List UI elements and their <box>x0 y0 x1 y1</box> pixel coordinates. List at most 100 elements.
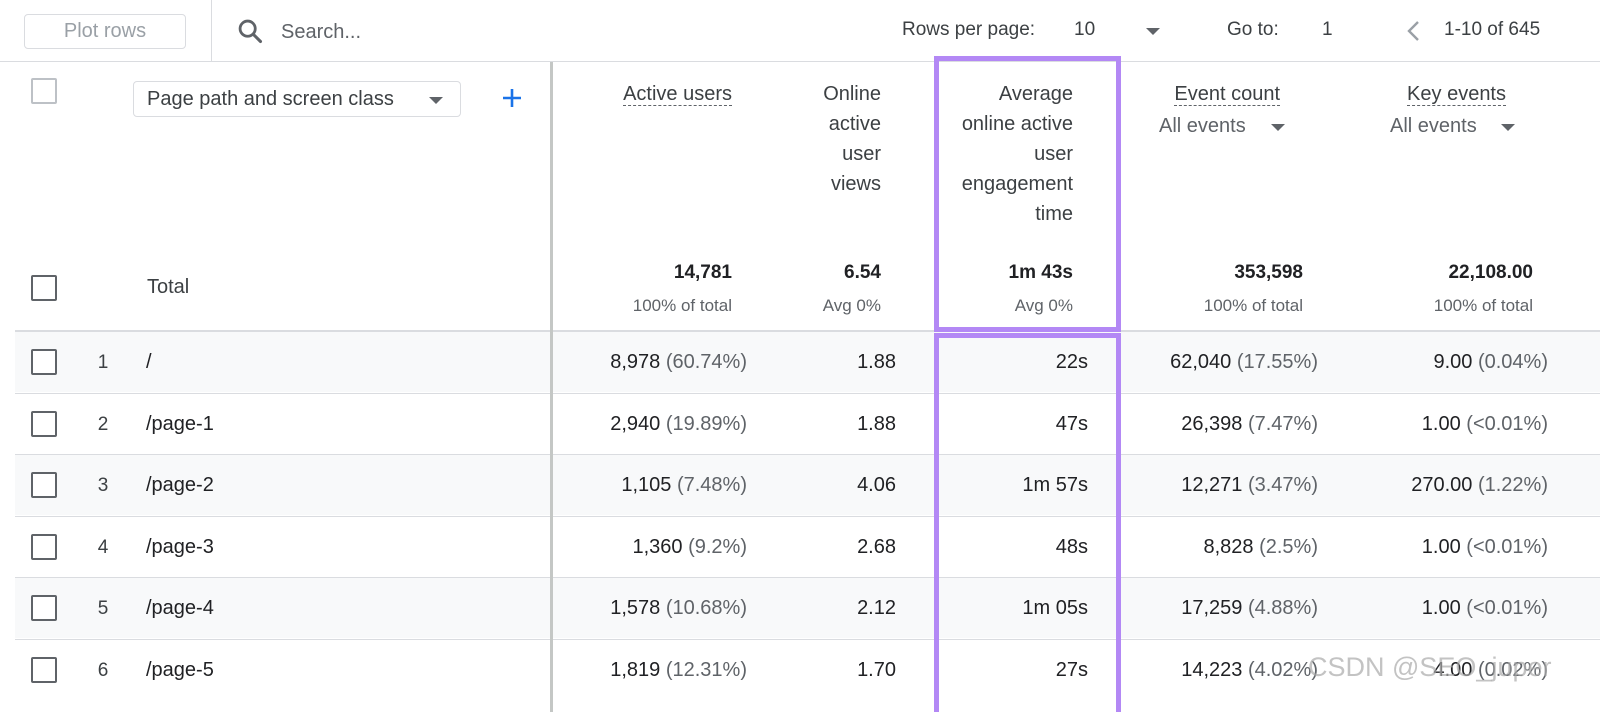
search-input[interactable] <box>281 17 581 47</box>
caret-down-icon[interactable] <box>1501 124 1515 131</box>
total-key-events: 22,108.00 <box>1448 262 1533 283</box>
row-checkbox[interactable] <box>31 533 57 560</box>
active-users-percent: (7.48%) <box>676 474 747 496</box>
row-index: 6 <box>97 659 109 681</box>
column-divider <box>550 62 553 712</box>
pagination-range: 1-10 of 645 <box>1444 19 1541 40</box>
event-count-percent: (2.5%) <box>1259 535 1318 558</box>
row-page-path[interactable]: /page-5 <box>146 658 214 681</box>
row-online-views: 1.70 <box>857 658 896 681</box>
key-events-value: 270.00 <box>1411 474 1473 496</box>
event-count-value: 17,259 <box>1181 597 1243 619</box>
total-event-count: 353,598 <box>1234 262 1303 283</box>
plus-icon[interactable] <box>500 86 524 110</box>
key-events-value: 4.00 <box>1433 658 1473 681</box>
row-active-users: 1,105 (7.48%) <box>621 455 747 516</box>
row-page-path[interactable]: /page-1 <box>146 412 214 435</box>
row-page-path[interactable]: /page-2 <box>146 474 214 496</box>
table-row[interactable]: 1 / 8,978 (60.74%) 1.88 22s 62,040 (17.55%) 9.… <box>15 331 1600 392</box>
row-engagement-time: 47s <box>1055 412 1088 435</box>
key-events-filter-select[interactable]: All events <box>1390 115 1477 137</box>
table-row[interactable]: 5/page-4 1,578 (10.68%) 2.12 1m 05s 17,259 (… <box>15 577 1600 638</box>
row-page-path[interactable]: / <box>146 351 152 373</box>
column-header-event-count[interactable]: Event count <box>1174 83 1280 106</box>
key-events-percent: (0.02%) <box>1477 658 1548 681</box>
key-events-percent: (1.22%) <box>1477 474 1548 496</box>
row-index: 1 <box>97 352 109 373</box>
row-online-views: 2.68 <box>857 535 896 558</box>
total-engagement-time: 1m 43s <box>1008 262 1073 283</box>
event-count-percent: (3.47%) <box>1247 474 1318 496</box>
event-count-filter-select[interactable]: All events <box>1159 115 1246 137</box>
row-checkbox[interactable] <box>31 349 57 375</box>
row-page-path[interactable]: /page-3 <box>146 535 214 558</box>
event-count-percent: (7.47%) <box>1247 412 1318 435</box>
column-header-active-users[interactable]: Active users <box>623 83 732 106</box>
toolbar-divider <box>211 0 212 62</box>
key-events-value: 1.00 <box>1421 412 1461 435</box>
key-events-value: 9.00 <box>1433 351 1473 373</box>
column-header-online-active-user-views[interactable]: Online active user views <box>823 83 881 195</box>
key-events-percent: (<0.01%) <box>1466 535 1548 558</box>
row-key-events: 270.00 (1.22%) <box>1411 455 1548 516</box>
caret-down-icon[interactable] <box>1271 124 1285 131</box>
row-event-count: 14,223 (4.02%) <box>1181 640 1318 701</box>
row-event-count: 8,828 (2.5%) <box>1203 517 1318 578</box>
header-divider <box>15 330 1600 331</box>
row-online-views: 1.88 <box>857 351 896 373</box>
key-events-percent: (0.04%) <box>1477 351 1548 373</box>
row-checkbox[interactable] <box>31 656 57 683</box>
event-count-value: 8,828 <box>1203 535 1254 558</box>
active-users-value: 2,940 <box>610 412 661 435</box>
row-active-users: 1,360 (9.2%) <box>632 517 747 578</box>
event-count-value: 14,223 <box>1181 658 1243 681</box>
event-count-percent: (17.55%) <box>1236 351 1318 373</box>
event-count-percent: (4.88%) <box>1247 597 1318 619</box>
rows-per-page-select[interactable]: 10 <box>1074 19 1096 40</box>
row-engagement-time: 1m 57s <box>1022 474 1088 496</box>
dimension-select[interactable]: Page path and screen class <box>133 81 461 117</box>
total-label: Total <box>147 276 190 298</box>
row-key-events: 1.00 (<0.01%) <box>1422 578 1548 639</box>
row-key-events: 9.00 (0.04%) <box>1433 332 1548 393</box>
active-users-percent: (10.68%) <box>665 597 747 619</box>
row-engagement-time: 27s <box>1055 658 1088 681</box>
search-icon[interactable] <box>236 17 264 45</box>
event-count-value: 62,040 <box>1170 351 1232 373</box>
total-active-users-share: 100% of total <box>632 296 732 315</box>
active-users-value: 8,978 <box>610 351 661 373</box>
row-engagement-time: 1m 05s <box>1022 597 1088 619</box>
total-key-events-share: 100% of total <box>1433 296 1533 315</box>
dimension-select-label: Page path and screen class <box>147 87 394 110</box>
key-events-value: 1.00 <box>1421 597 1461 619</box>
row-event-count: 12,271 (3.47%) <box>1181 455 1318 516</box>
row-active-users: 8,978 (60.74%) <box>610 332 747 393</box>
header-select-all-checkbox[interactable] <box>31 78 57 104</box>
table-row[interactable]: 2/page-1 2,940 (19.89%) 1.88 47s 26,398 (7.4… <box>15 392 1600 455</box>
chevron-left-icon[interactable] <box>1406 20 1422 42</box>
go-to-input[interactable]: 1 <box>1322 19 1333 40</box>
active-users-percent: (60.74%) <box>665 351 747 373</box>
event-count-value: 26,398 <box>1181 412 1243 435</box>
row-online-views: 4.06 <box>857 474 896 496</box>
column-header-average-engagement-time[interactable]: Average online active user engagement ti… <box>961 83 1073 225</box>
table-row[interactable]: 6/page-5 1,819 (12.31%) 1.70 27s 14,223 (4.0… <box>15 638 1600 701</box>
table-row[interactable]: 4/page-3 1,360 (9.2%) 2.68 48s 8,828 (2.5%) 1… <box>15 515 1600 578</box>
key-events-percent: (<0.01%) <box>1466 597 1548 619</box>
row-checkbox[interactable] <box>31 595 57 621</box>
row-checkbox[interactable] <box>31 472 57 498</box>
plot-rows-button[interactable]: Plot rows <box>24 14 186 49</box>
caret-down-icon[interactable] <box>1146 28 1160 35</box>
row-index: 3 <box>97 475 109 496</box>
total-engagement-time-share: Avg 0% <box>1014 296 1073 315</box>
row-checkbox[interactable] <box>31 410 57 437</box>
row-online-views: 2.12 <box>857 597 896 619</box>
watermark: CSDN @SEO_juper <box>1308 652 1552 682</box>
row-active-users: 2,940 (19.89%) <box>610 394 747 455</box>
row-page-path[interactable]: /page-4 <box>146 597 214 619</box>
highlight-box-body <box>934 333 1121 712</box>
column-header-key-events[interactable]: Key events <box>1407 83 1506 106</box>
total-row-checkbox[interactable] <box>31 275 57 301</box>
row-engagement-time: 22s <box>1055 351 1088 373</box>
table-row[interactable]: 3/page-2 1,105 (7.48%) 4.06 1m 57s 12,271 (3… <box>15 454 1600 515</box>
